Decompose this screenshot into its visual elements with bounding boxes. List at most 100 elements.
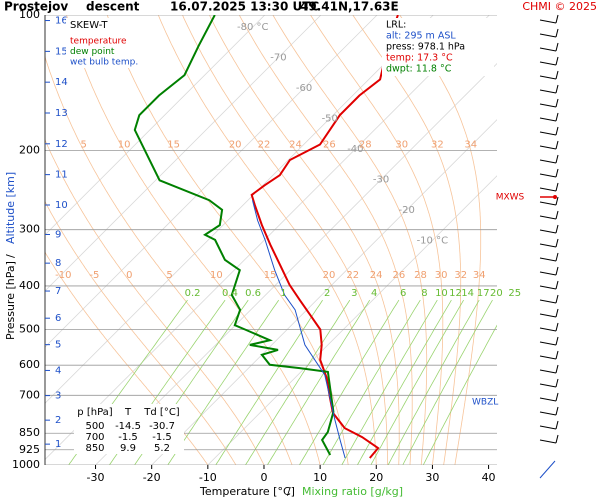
wind-barb-flag bbox=[555, 294, 559, 304]
x-tick-label: 10 bbox=[313, 471, 327, 484]
wet-adiabat-label: 22 bbox=[346, 270, 359, 281]
wet-adiabat-label: 20 bbox=[229, 139, 242, 150]
mixing-ratio-label: 14 bbox=[461, 288, 474, 299]
isotherm-label: -40 bbox=[347, 144, 363, 155]
y-tick-label: 925 bbox=[19, 443, 40, 456]
wind-barb-flag bbox=[555, 70, 559, 80]
wet-adiabat-label: 32 bbox=[454, 270, 467, 281]
wind-barb-flag bbox=[555, 56, 559, 66]
lrl-temp: temp: 17.3 °C bbox=[386, 53, 453, 64]
isotherm bbox=[95, 62, 497, 465]
wind-barb-staff bbox=[539, 187, 557, 192]
mixing-ratio-label: 0.2 bbox=[185, 288, 201, 299]
legend-entry: temperature bbox=[70, 37, 127, 47]
wet-adiabat-label: 20 bbox=[323, 270, 336, 281]
isotherm-label: -20 bbox=[399, 205, 415, 216]
wind-barb-staff bbox=[539, 397, 557, 402]
wet-adiabat-label: 15 bbox=[167, 139, 180, 150]
isotherm bbox=[151, 119, 497, 465]
wind-barb-staff bbox=[539, 425, 557, 430]
mixing-ratio-label: 0.6 bbox=[245, 288, 261, 299]
wind-barb-flag bbox=[555, 280, 559, 290]
wet-adiabat-label: 28 bbox=[359, 139, 372, 150]
y-tick-label: 200 bbox=[19, 143, 40, 156]
wind-barb-staff bbox=[539, 145, 557, 150]
wind-barb-staff bbox=[539, 411, 557, 416]
wind-barb-flag bbox=[555, 154, 559, 164]
mixing-ratio-label: 10 bbox=[435, 288, 448, 299]
wind-barb-staff bbox=[539, 75, 557, 80]
legend-entry: dew point bbox=[70, 47, 115, 57]
overlay: -80 °C-70-60-50-40-30-20-10 °C-10 -5 0 5510… bbox=[12, 8, 559, 484]
wind-barb-flag bbox=[555, 112, 559, 122]
station: Prostejov bbox=[4, 0, 68, 14]
wind-barb-staff bbox=[539, 61, 557, 66]
wind-barb-staff bbox=[539, 355, 557, 360]
altitude-tick-label: 14 bbox=[55, 77, 68, 88]
lrl-title: LRL: bbox=[386, 20, 406, 31]
table-cell: 850 bbox=[85, 443, 104, 454]
altitude-tick-label: 12 bbox=[55, 139, 68, 150]
altitude-tick-label: 2 bbox=[55, 415, 61, 426]
wet-adiabat-label: 28 bbox=[414, 270, 427, 281]
wet-adiabat-label: 30 bbox=[435, 270, 448, 281]
wet-adiabat-label: 10 bbox=[210, 270, 223, 281]
mixing-ratio-label: 25 bbox=[508, 288, 521, 299]
wind-barb-staff bbox=[539, 439, 557, 444]
legend-entry: wet bulb temp. bbox=[70, 58, 138, 68]
profile-line bbox=[133, 15, 335, 456]
wet-adiabat-label: 32 bbox=[431, 139, 444, 150]
wind-barb-flag bbox=[555, 14, 559, 24]
legend-box bbox=[66, 18, 142, 68]
wind-barb-flag bbox=[555, 378, 559, 388]
wind-marker bbox=[553, 195, 557, 199]
wet-adiabat-label: 30 bbox=[395, 139, 408, 150]
wet-adiabat-label: 34 bbox=[464, 139, 477, 150]
altitude-tick-label: 11 bbox=[55, 170, 68, 181]
mixing-ratio-line bbox=[299, 299, 400, 465]
credit: CHMI © 2025 bbox=[522, 0, 597, 13]
wind-barb-flag bbox=[555, 252, 559, 262]
wind-barb-flag bbox=[555, 196, 559, 206]
isotherm-label: -60 bbox=[296, 83, 312, 94]
wind-barb-staff bbox=[539, 243, 557, 248]
wet-adiabat-label: 26 bbox=[323, 139, 336, 150]
mixing-ratio-line bbox=[370, 299, 464, 465]
wet-adiabat-label: 34 bbox=[473, 270, 486, 281]
table-header: Td [°C] bbox=[143, 407, 180, 418]
table-cell: -14.5 bbox=[115, 421, 141, 432]
altitude-tick-label: 7 bbox=[55, 286, 61, 297]
table-header: T bbox=[124, 407, 132, 418]
mixing-ratio-line bbox=[402, 299, 493, 465]
wet-adiabat-label: 24 bbox=[289, 139, 302, 150]
wet-adiabat-label: 26 bbox=[392, 270, 405, 281]
table-cell: 500 bbox=[85, 421, 104, 432]
wind-barb-flag bbox=[555, 84, 559, 94]
mixing-ratio-line bbox=[215, 299, 323, 465]
wet-adiabat-label: 5 bbox=[166, 270, 172, 281]
table-cell: 9.9 bbox=[120, 443, 136, 454]
lrl-press: press: 978.1 hPa bbox=[386, 42, 465, 53]
lrl-alt: alt: 295 m ASL bbox=[386, 31, 456, 42]
isotherm-label: -50 bbox=[322, 114, 338, 125]
altitude-tick-label: 4 bbox=[55, 365, 61, 376]
lrl-dwpt: dwpt: 11.8 °C bbox=[386, 64, 452, 75]
mixing-ratio-line bbox=[341, 299, 438, 465]
isotherm-label: -10 °C bbox=[417, 236, 449, 247]
profile-line bbox=[252, 200, 346, 459]
wbzl-label: WBZL bbox=[472, 398, 498, 408]
x-tick-label: 0 bbox=[260, 471, 267, 484]
wind-barb-flag bbox=[555, 392, 559, 402]
mixing-ratio-line bbox=[387, 299, 480, 465]
y-axis-label: Pressure [hPa] bbox=[4, 261, 17, 340]
y-tick-label: 700 bbox=[19, 388, 40, 401]
isotherm bbox=[45, 15, 434, 404]
altitude-tick-label: 6 bbox=[55, 313, 61, 324]
y-tick-label: 100 bbox=[19, 8, 40, 21]
wet-adiabat-label: 15 bbox=[264, 270, 277, 281]
wind-barb-flag bbox=[555, 140, 559, 150]
altitude-tick-label: 5 bbox=[55, 340, 61, 351]
wind-barb-flag bbox=[555, 238, 559, 248]
isotherm bbox=[45, 15, 266, 236]
wind-barb-staff bbox=[539, 173, 557, 178]
